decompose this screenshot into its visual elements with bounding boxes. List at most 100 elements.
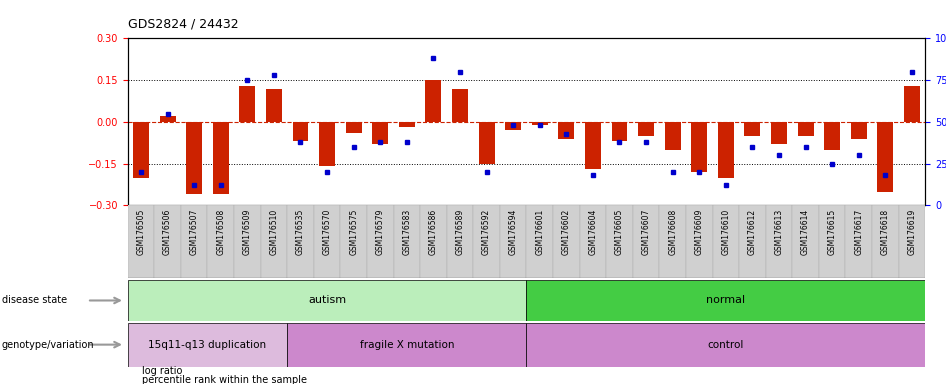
Bar [526,323,925,367]
Text: GSM176592: GSM176592 [482,209,491,255]
Bar [479,122,495,164]
Text: GDS2824 / 24432: GDS2824 / 24432 [128,18,238,31]
Bar [824,122,840,150]
Bar [819,205,846,278]
Bar [633,205,659,278]
Bar [341,205,367,278]
Bar [314,205,341,278]
Bar [288,323,526,367]
Text: GSM176608: GSM176608 [668,209,677,255]
Text: GSM176613: GSM176613 [775,209,783,255]
Bar [899,205,925,278]
Bar [399,122,414,127]
Bar [452,88,468,122]
Bar [239,86,255,122]
Bar [213,122,229,194]
Bar [154,205,181,278]
Bar [234,205,261,278]
Bar [850,122,867,139]
Text: GSM176614: GSM176614 [801,209,810,255]
Bar [128,205,154,278]
Bar [739,205,765,278]
Text: GSM176508: GSM176508 [217,209,225,255]
Text: fragile X mutation: fragile X mutation [359,339,454,350]
Bar [420,205,447,278]
Text: autism: autism [308,295,346,306]
Text: GSM176610: GSM176610 [721,209,730,255]
Bar [505,122,521,130]
Bar [611,122,627,141]
Text: control: control [708,339,744,350]
Bar [665,122,680,150]
Bar [261,205,288,278]
Bar [771,122,787,144]
Bar [872,205,899,278]
Bar [186,122,202,194]
Text: log ratio: log ratio [142,366,183,376]
Text: GSM176510: GSM176510 [270,209,278,255]
Bar [792,205,819,278]
Bar [373,122,388,144]
Bar [473,205,499,278]
Bar [580,205,606,278]
Text: 15q11-q13 duplication: 15q11-q13 duplication [149,339,267,350]
Bar [558,122,574,139]
Bar [128,323,288,367]
Bar [207,205,234,278]
Text: GSM176601: GSM176601 [535,209,544,255]
Bar [181,205,207,278]
Bar [606,205,633,278]
Text: GSM176612: GSM176612 [748,209,757,255]
Text: GSM176602: GSM176602 [562,209,570,255]
Text: GSM176579: GSM176579 [376,209,385,255]
Bar [345,122,361,133]
Bar [526,280,925,321]
Text: percentile rank within the sample: percentile rank within the sample [142,375,307,384]
Text: disease state: disease state [2,295,67,306]
Text: genotype/variation: genotype/variation [2,339,95,350]
Bar [712,205,739,278]
Bar [797,122,814,136]
Text: GSM176570: GSM176570 [323,209,332,255]
Text: GSM176607: GSM176607 [641,209,651,255]
Bar [718,122,734,177]
Bar [526,205,553,278]
Bar [160,116,176,122]
Text: GSM176586: GSM176586 [429,209,438,255]
Text: GSM176604: GSM176604 [588,209,598,255]
Bar [292,122,308,141]
Text: GSM176583: GSM176583 [402,209,412,255]
Bar [499,205,526,278]
Bar [128,280,526,321]
Text: GSM176506: GSM176506 [163,209,172,255]
Text: GSM176505: GSM176505 [136,209,146,255]
Bar [447,205,473,278]
Bar [686,205,712,278]
Bar [553,205,580,278]
Bar [288,205,314,278]
Bar [904,86,920,122]
Bar [846,205,872,278]
Bar [692,122,708,172]
Text: GSM176594: GSM176594 [509,209,517,255]
Bar [133,122,149,177]
Bar [877,122,893,192]
Text: GSM176575: GSM176575 [349,209,359,255]
Bar [319,122,335,167]
Text: GSM176535: GSM176535 [296,209,305,255]
Bar [659,205,686,278]
Bar [394,205,420,278]
Text: GSM176589: GSM176589 [455,209,464,255]
Bar [639,122,654,136]
Text: GSM176617: GSM176617 [854,209,864,255]
Bar [765,205,792,278]
Bar [367,205,394,278]
Text: GSM176609: GSM176609 [694,209,704,255]
Text: GSM176619: GSM176619 [907,209,917,255]
Text: normal: normal [707,295,745,306]
Text: GSM176618: GSM176618 [881,209,890,255]
Bar [426,80,442,122]
Bar [745,122,761,136]
Text: GSM176507: GSM176507 [189,209,199,255]
Text: GSM176615: GSM176615 [828,209,836,255]
